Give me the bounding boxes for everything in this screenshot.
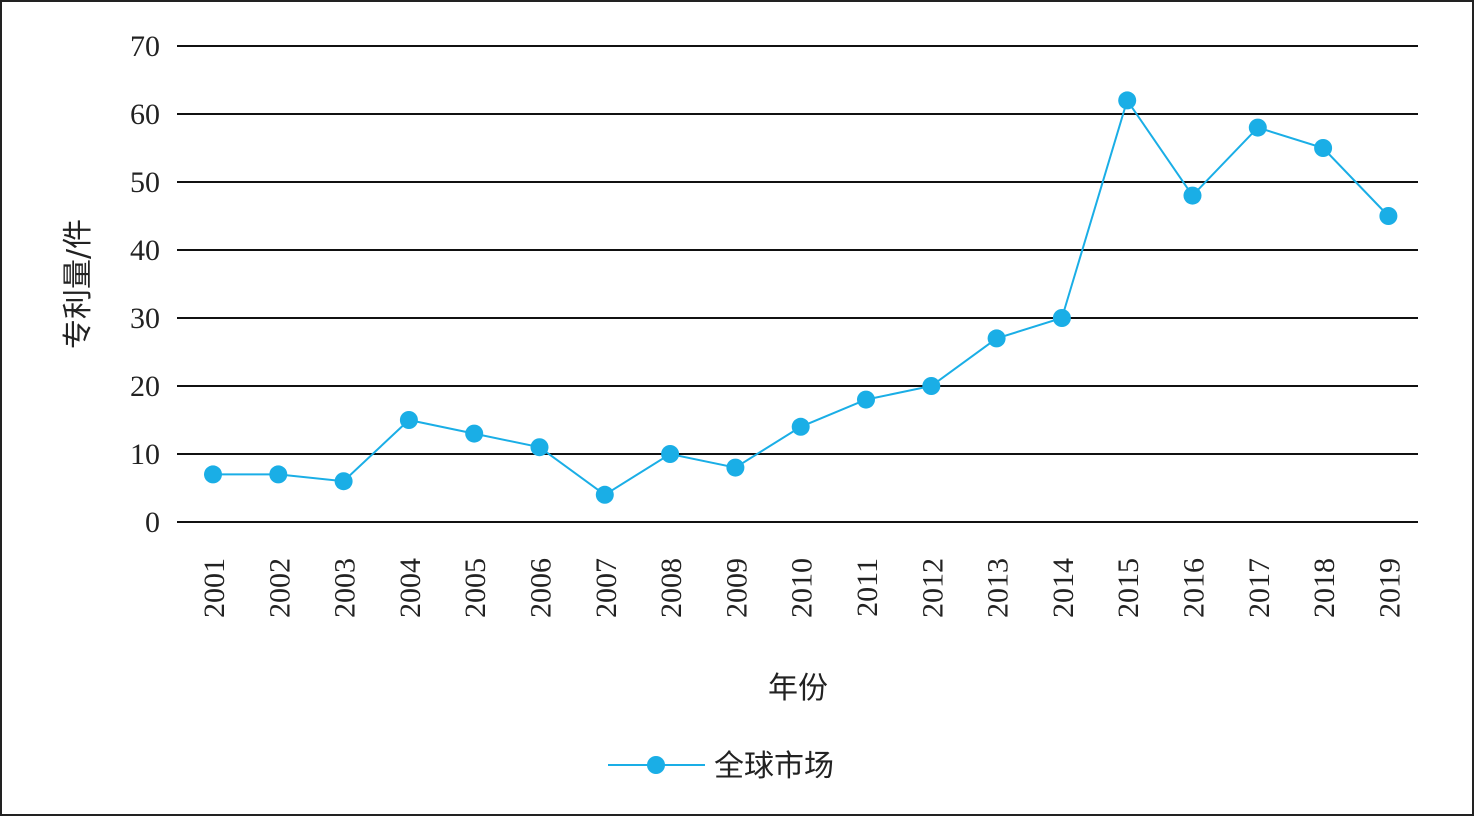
x-tick-label: 2003 <box>329 558 362 618</box>
x-tick-label: 2009 <box>720 558 753 618</box>
data-point <box>1118 91 1137 110</box>
x-tick-label: 2018 <box>1308 558 1341 618</box>
data-point <box>1248 118 1267 137</box>
legend-marker <box>647 756 665 774</box>
y-axis-title: 专利量/件 <box>61 219 96 349</box>
x-tick-label: 2012 <box>916 558 949 618</box>
x-tick-label: 2006 <box>525 558 558 618</box>
y-tick-label: 70 <box>130 30 160 63</box>
y-tick-label: 20 <box>130 370 160 403</box>
x-axis-title: 年份 <box>768 671 828 706</box>
data-point <box>530 438 549 457</box>
x-tick-label: 2001 <box>198 558 231 618</box>
data-point <box>857 390 875 409</box>
series-layer <box>204 91 1398 504</box>
y-tick-label: 10 <box>130 438 160 471</box>
x-tick-label: 2004 <box>394 558 427 618</box>
x-tick-labels: 2001 2002 2003 2004 2005 2006 2007 2008 2009 2010… <box>198 558 1406 618</box>
x-tick-label: 2019 <box>1373 558 1406 618</box>
data-point <box>399 411 418 429</box>
x-tick-label: 2008 <box>655 558 688 618</box>
y-tick-label: 0 <box>145 506 160 539</box>
x-tick-label: 2002 <box>263 558 296 618</box>
y-tick-label: 30 <box>130 302 160 335</box>
data-point <box>1379 207 1398 225</box>
x-tick-label: 2007 <box>590 558 623 618</box>
y-tick-label: 50 <box>130 166 160 199</box>
legend-label: 全球市场 <box>714 749 834 784</box>
y-tick-labels: 0 10 20 30 40 50 60 70 <box>130 30 160 539</box>
data-point <box>726 458 745 477</box>
data-point <box>334 472 353 491</box>
data-point <box>1052 309 1071 327</box>
data-point <box>661 445 680 463</box>
x-tick-label: 2016 <box>1178 558 1211 618</box>
data-point <box>922 377 941 395</box>
data-point <box>465 424 484 443</box>
x-tick-label: 2014 <box>1047 558 1080 618</box>
x-tick-label: 2011 <box>851 558 884 617</box>
y-tick-label: 40 <box>130 234 160 267</box>
y-tick-label: 60 <box>130 98 160 131</box>
data-point <box>269 465 288 484</box>
data-point <box>1314 139 1333 157</box>
x-tick-label: 2005 <box>459 558 492 618</box>
data-point <box>987 329 1006 348</box>
grid-lines <box>177 45 1418 523</box>
data-point <box>791 417 810 436</box>
data-point <box>595 485 614 504</box>
x-tick-label: 2010 <box>786 558 819 618</box>
x-tick-label: 2017 <box>1243 558 1276 618</box>
data-point <box>1183 186 1202 205</box>
legend: 全球市场 <box>608 749 834 784</box>
x-tick-label: 2013 <box>982 558 1015 618</box>
data-point <box>204 465 222 484</box>
x-tick-label: 2015 <box>1112 558 1145 618</box>
